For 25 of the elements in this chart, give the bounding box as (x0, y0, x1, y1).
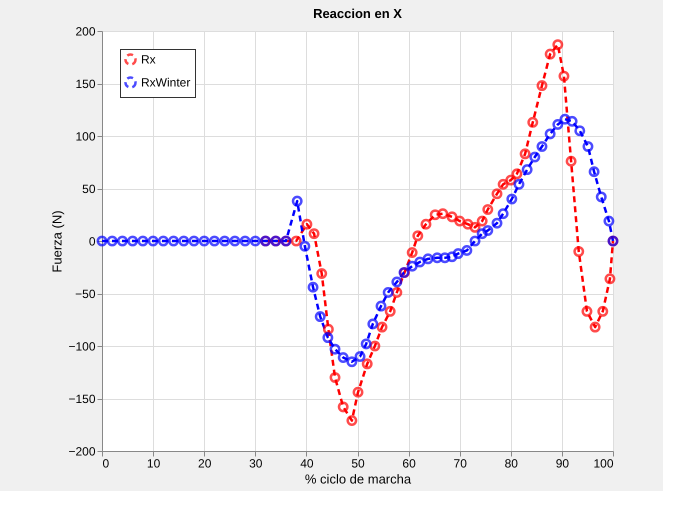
y-tick-label: 50 (82, 182, 96, 196)
legend-label: Rx (141, 52, 156, 66)
y-tick-label: 100 (75, 130, 96, 144)
y-tick-label: 150 (75, 77, 96, 91)
x-tick-label: 70 (454, 456, 468, 470)
y-tick-label: −100 (68, 340, 96, 354)
y-tick-label: −150 (68, 392, 96, 406)
x-tick-label: 0 (102, 456, 110, 470)
y-tick-label: −50 (75, 287, 96, 301)
x-tick-label: 10 (146, 456, 161, 470)
x-tick-label: 20 (198, 456, 212, 470)
x-tick-label: 90 (556, 456, 570, 470)
x-tick-label: 100 (593, 456, 614, 470)
x-tick-label: 80 (504, 456, 518, 470)
y-tick-label: −200 (68, 444, 96, 458)
x-tick-label: 40 (300, 456, 314, 470)
x-tick-label: 60 (402, 456, 416, 470)
chart-title: Reaccion en X (313, 6, 402, 21)
y-axis-title: Fuerza (N) (49, 210, 64, 273)
x-tick-label: 50 (351, 456, 365, 470)
x-axis-title: % ciclo de marcha (304, 472, 412, 486)
y-tick-label: 200 (75, 24, 96, 38)
x-tick-label: 30 (249, 456, 263, 470)
legend-label: RxWinter (141, 76, 190, 90)
y-tick-label: 0 (88, 234, 96, 248)
